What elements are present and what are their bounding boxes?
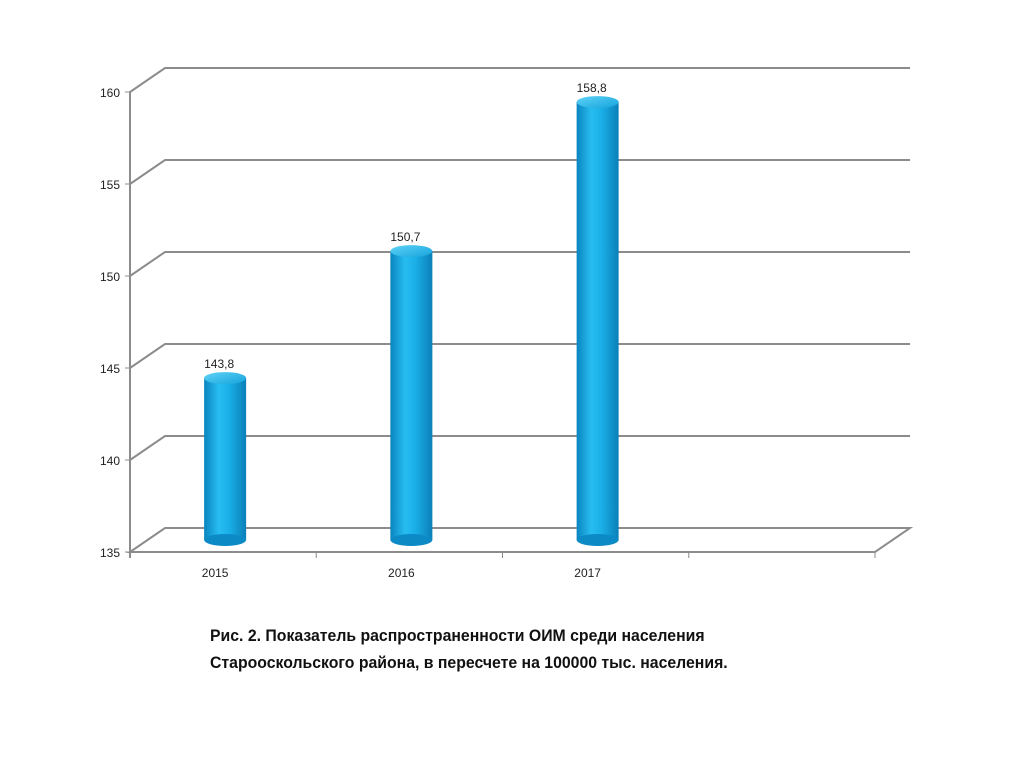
bar [204, 372, 247, 546]
bar-cap [390, 245, 433, 258]
bars [204, 96, 619, 546]
data-label: 150,7 [390, 230, 420, 244]
gridline [129, 159, 910, 185]
floor [126, 527, 914, 553]
y-tick-label: 155 [100, 178, 120, 192]
figure-caption: Рис. 2. Показатель распространенности ОИ… [210, 622, 861, 676]
x-tick-label: 2017 [574, 566, 601, 580]
x-tick-label: 2015 [202, 566, 229, 580]
labels: 135 140 145 150 155 160 2015 2016 2017 143,8 150,7… [100, 81, 607, 580]
gridlines [126, 67, 914, 553]
bar-chart: 135 140 145 150 155 160 2015 2016 2017 143,8 150,7… [100, 67, 914, 580]
bar-base [576, 534, 619, 546]
bar-base [204, 534, 247, 546]
data-label: 143,8 [204, 357, 234, 371]
y-tick-label: 160 [100, 86, 120, 100]
bar-body [390, 251, 433, 540]
data-label: 158,8 [577, 81, 607, 95]
gridline [129, 343, 910, 369]
y-tick-label: 135 [100, 546, 120, 560]
x-tick-label: 2016 [388, 566, 415, 580]
gridline [129, 67, 910, 93]
bar [576, 96, 619, 546]
bar-cap [204, 372, 247, 385]
gridline [129, 435, 910, 461]
bar-body [576, 102, 619, 540]
caption-line-1: Рис. 2. Показатель распространенности ОИ… [210, 626, 705, 645]
axes [125, 91, 876, 558]
bar [390, 245, 433, 546]
y-tick-label: 150 [100, 270, 120, 284]
bar-cap [576, 96, 619, 109]
gridline [129, 251, 910, 277]
caption-line-2: Старооскольского района, в пересчете на … [210, 653, 728, 672]
bar-base [390, 534, 433, 546]
y-tick-label: 140 [100, 454, 120, 468]
y-tick-label: 145 [100, 362, 120, 376]
bar-body [204, 378, 247, 540]
